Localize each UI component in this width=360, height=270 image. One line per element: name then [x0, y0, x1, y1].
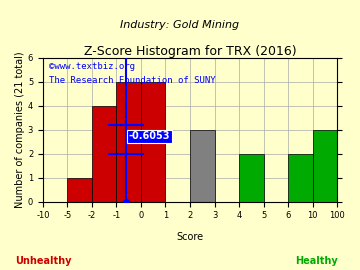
Bar: [288, 154, 312, 202]
Y-axis label: Number of companies (21 total): Number of companies (21 total): [15, 51, 25, 208]
Text: Healthy: Healthy: [296, 256, 338, 266]
Text: -0.6053: -0.6053: [129, 131, 170, 141]
Bar: [239, 154, 264, 202]
Text: The Research Foundation of SUNY: The Research Foundation of SUNY: [49, 76, 215, 85]
Bar: [190, 130, 215, 202]
Bar: [67, 178, 92, 202]
Text: ©www.textbiz.org: ©www.textbiz.org: [49, 62, 135, 71]
X-axis label: Score: Score: [176, 231, 203, 241]
Text: Unhealthy: Unhealthy: [15, 256, 71, 266]
Bar: [92, 106, 116, 202]
Title: Z-Score Histogram for TRX (2016): Z-Score Histogram for TRX (2016): [84, 45, 296, 58]
Bar: [116, 82, 141, 202]
Bar: [312, 130, 337, 202]
Bar: [141, 82, 166, 202]
Text: Industry: Gold Mining: Industry: Gold Mining: [121, 20, 239, 30]
